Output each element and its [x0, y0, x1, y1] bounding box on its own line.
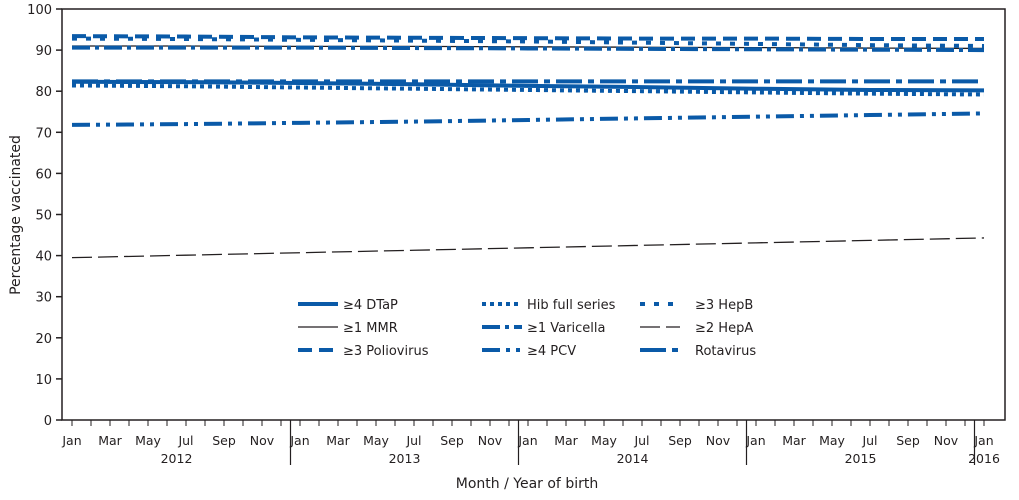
x-tick-label: Mar — [554, 433, 578, 448]
series-line-4-pcv — [71, 111, 985, 127]
year-label: 2014 — [617, 451, 649, 466]
series-line-3-poliovirus — [71, 34, 984, 42]
year-label: 2013 — [389, 451, 421, 466]
series-line-2-hepa — [71, 237, 985, 259]
x-tick-label: Sep — [668, 433, 692, 448]
legend-label: ≥1 MMR — [343, 321, 398, 336]
x-tick-label: May — [135, 433, 161, 448]
y-tick-label: 100 — [27, 3, 52, 18]
x-tick-label: Mar — [326, 433, 350, 448]
y-tick-label: 60 — [35, 167, 52, 182]
x-tick-label: May — [363, 433, 389, 448]
y-tick-label: 50 — [35, 209, 52, 224]
year-label: 2012 — [161, 451, 193, 466]
y-tick-label: 10 — [35, 373, 52, 388]
x-tick-label: Jan — [973, 433, 993, 448]
legend-label: ≥4 PCV — [527, 344, 576, 359]
legend-label: Hib full series — [527, 298, 616, 313]
y-tick-label: 70 — [35, 126, 52, 141]
x-tick-label: Mar — [782, 433, 806, 448]
y-tick-label: 0 — [44, 414, 52, 429]
x-tick-label: Jan — [61, 433, 81, 448]
y-tick-label: 90 — [35, 44, 52, 59]
series-line-1-varicella — [72, 45, 985, 53]
series-line-3-hepb — [71, 36, 985, 48]
y-tick-label: 40 — [35, 250, 52, 265]
x-tick-label: Sep — [896, 433, 920, 448]
legend-label: ≥3 Poliovirus — [343, 344, 429, 359]
x-tick-label: May — [819, 433, 845, 448]
series-line-hib-full-series — [71, 83, 985, 97]
legend-label: Rotavirus — [695, 344, 756, 359]
x-tick-label: Jul — [633, 433, 649, 448]
legend-label: ≥3 HepB — [695, 298, 753, 313]
x-tick-label: Jul — [861, 433, 877, 448]
y-tick-label: 20 — [35, 332, 52, 347]
x-tick-label: Jul — [405, 433, 421, 448]
x-tick-label: Nov — [478, 433, 503, 448]
y-tick-label: 80 — [35, 85, 52, 100]
x-tick-label: Sep — [440, 433, 464, 448]
legend-label: ≥1 Varicella — [527, 321, 605, 336]
x-tick-label: Jan — [745, 433, 765, 448]
x-tick-label: Mar — [98, 433, 122, 448]
legend-label: ≥2 HepA — [695, 321, 753, 336]
x-tick-label: May — [591, 433, 617, 448]
x-tick-label: Nov — [250, 433, 275, 448]
y-axis-label: Percentage vaccinated — [8, 135, 24, 295]
x-axis-label: Month / Year of birth — [456, 476, 598, 492]
x-tick-label: Jan — [517, 433, 537, 448]
legend-label: ≥4 DTaP — [343, 298, 398, 313]
x-tick-label: Sep — [212, 433, 236, 448]
x-tick-label: Nov — [934, 433, 959, 448]
year-label: 2016 — [968, 451, 1000, 466]
x-tick-label: Jul — [177, 433, 193, 448]
x-tick-label: Jan — [289, 433, 309, 448]
year-label: 2015 — [845, 451, 877, 466]
x-tick-label: Nov — [706, 433, 731, 448]
y-tick-label: 30 — [35, 291, 52, 306]
